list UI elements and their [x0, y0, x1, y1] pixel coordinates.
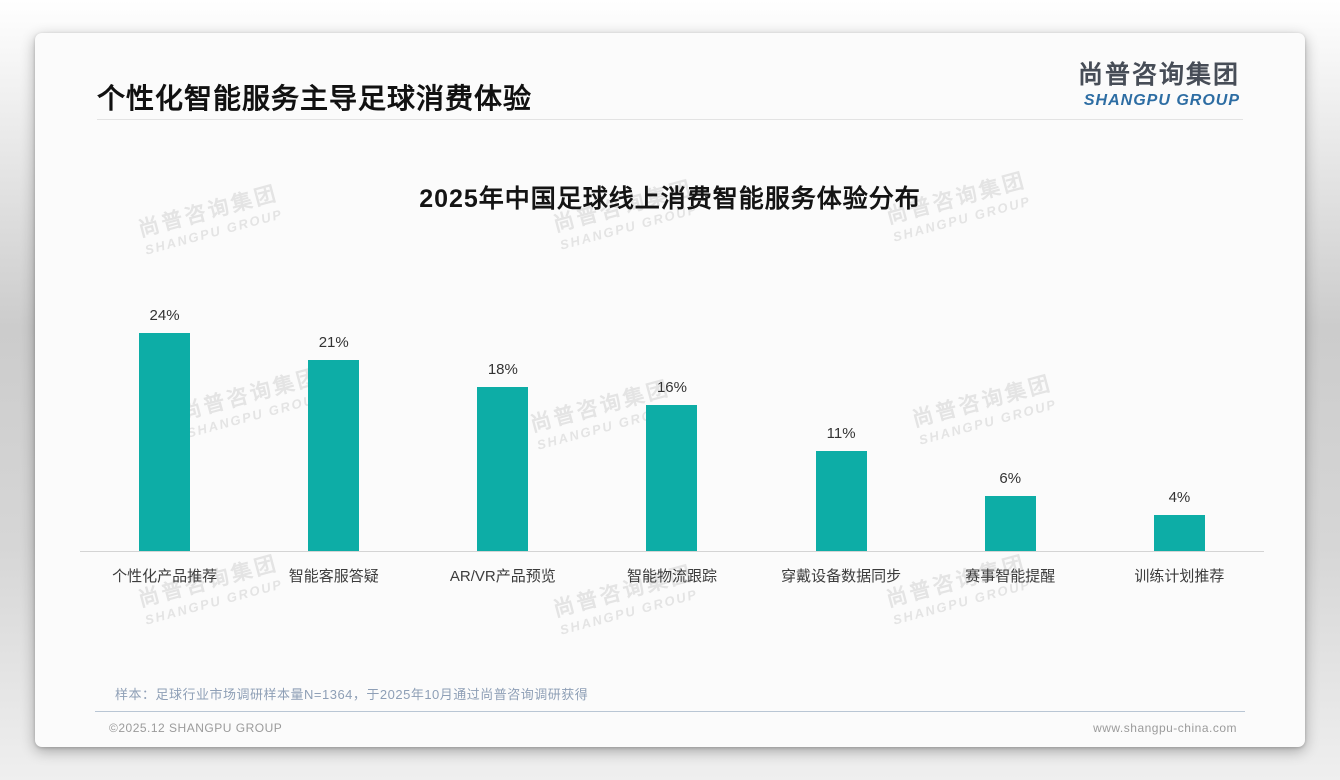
x-axis-category-label: 穿戴设备数据同步 [781, 568, 902, 585]
copyright-text: ©2025.12 SHANGPU GROUP [109, 721, 283, 735]
x-axis-category-label: 智能物流跟踪 [626, 568, 717, 585]
bar-column: 18% [418, 191, 587, 551]
logo-english-text: SHANGPU GROUP [1083, 92, 1240, 109]
bar-value-label: 4% [1168, 488, 1191, 506]
bar-chart-plot-area: 24% 21% 18% 16% 11% 6% 4% [80, 191, 1264, 551]
x-axis-category-label: 赛事智能提醒 [965, 568, 1056, 585]
bar-value-label: 16% [656, 379, 687, 397]
bar [1153, 514, 1205, 551]
bar-column: 24% [80, 191, 249, 551]
x-axis-category-label: 智能客服答疑 [288, 568, 379, 585]
page-title: 个性化智能服务主导足球消费体验 [97, 83, 533, 114]
bar-column: 4% [1095, 191, 1264, 551]
watermark-english-text: SHANGPU GROUP [558, 586, 700, 638]
company-logo: 尚普咨询集团 SHANGPU GROUP [1078, 55, 1240, 110]
bar [308, 359, 360, 551]
bar-column: 11% [757, 191, 926, 551]
bar-value-label: 24% [149, 306, 180, 324]
chart-title: 2025年中国足球线上消费智能服务体验分布 [419, 185, 921, 213]
bar [984, 496, 1036, 551]
x-axis-line [80, 551, 1264, 552]
x-axis-category-label: AR/VR产品预览 [449, 568, 556, 585]
website-url: www.shangpu-china.com [1093, 721, 1237, 735]
bar [139, 332, 191, 551]
slide-card: 个性化智能服务主导足球消费体验 尚普咨询集团 SHANGPU GROUP 尚普咨… [35, 33, 1305, 747]
bar [477, 387, 529, 551]
bar-column: 21% [249, 191, 418, 551]
footer-divider [95, 711, 1245, 712]
brand-watermark: 尚普咨询集团 SHANGPU GROUP [883, 547, 1034, 628]
bar-value-label: 18% [487, 361, 518, 379]
x-axis-category-label: 个性化产品推荐 [112, 568, 218, 585]
bar-value-label: 6% [999, 470, 1022, 488]
x-axis-labels-row: 个性化产品推荐 智能客服答疑 AR/VR产品预览 智能物流跟踪 穿戴设备数据同步 赛事智能… [80, 565, 1264, 586]
bar-value-label: 11% [826, 424, 856, 442]
bar [646, 405, 698, 551]
brand-watermark: 尚普咨询集团 SHANGPU GROUP [135, 547, 286, 628]
header-divider [97, 119, 1243, 120]
bar [815, 450, 867, 551]
bar-value-label: 21% [318, 333, 349, 351]
sample-footnote: 样本：足球行业市场调研样本量N=1364，于2025年10月通过尚普咨询调研获得 [115, 687, 589, 702]
bar-column: 6% [926, 191, 1095, 551]
logo-chinese-text: 尚普咨询集团 [1077, 61, 1240, 89]
bar-column: 16% [587, 191, 756, 551]
x-axis-category-label: 训练计划推荐 [1134, 568, 1225, 585]
